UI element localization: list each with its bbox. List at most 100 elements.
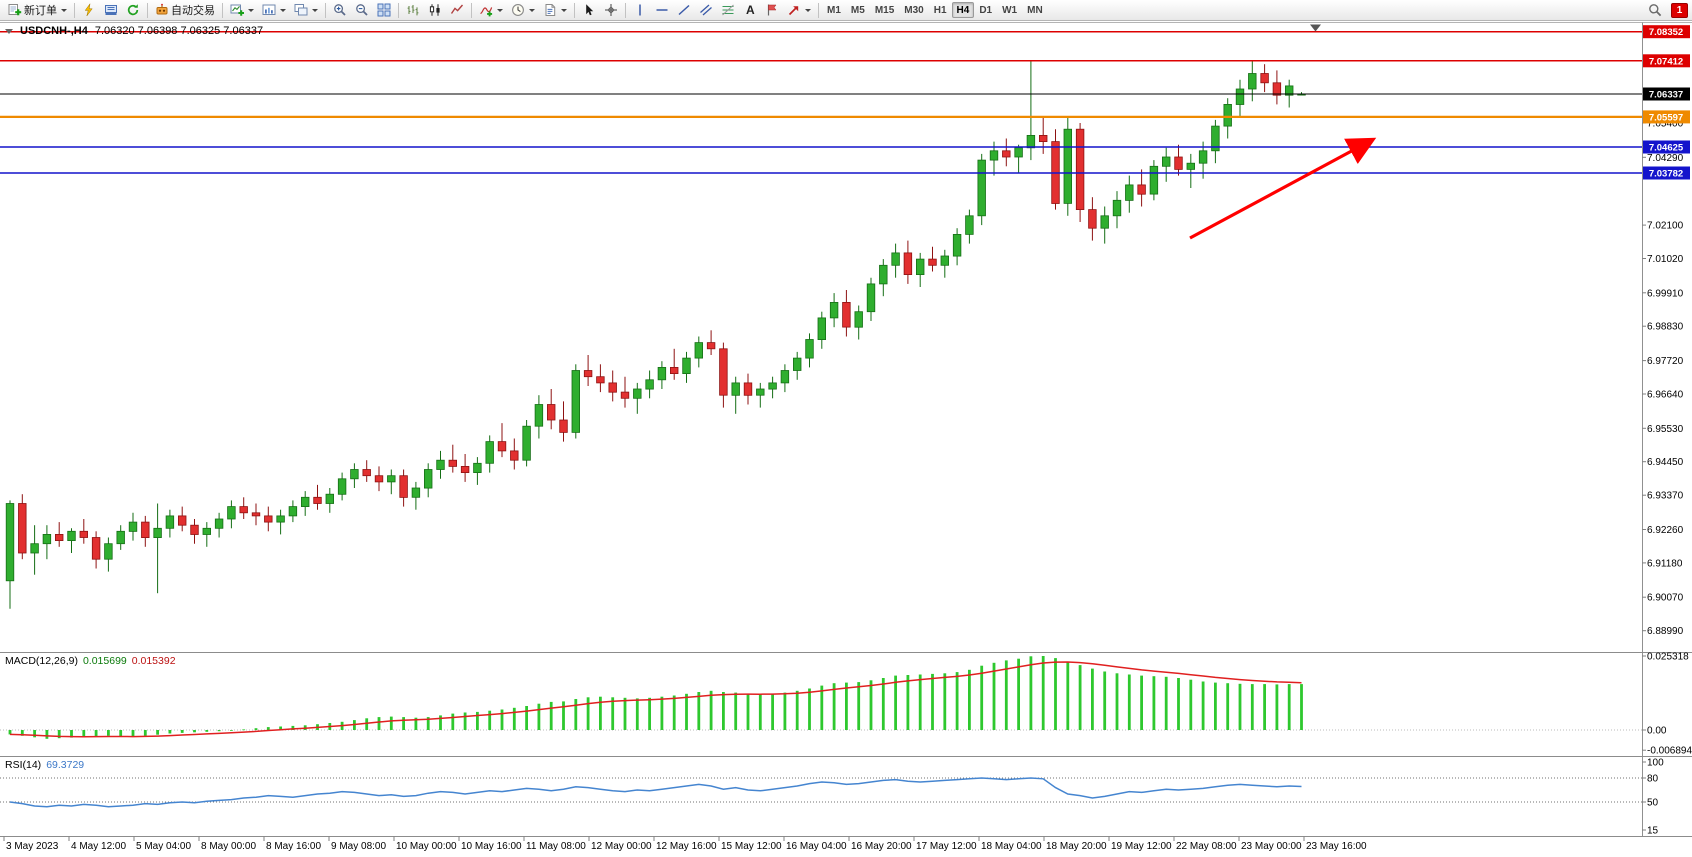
timeframe-mn-button[interactable]: MN xyxy=(1027,4,1043,16)
price-level-label-7.07412: 7.07412 xyxy=(1643,54,1690,68)
new-chart-icon xyxy=(230,3,244,17)
tile-windows-button[interactable] xyxy=(373,1,395,19)
timeframe-h4-button[interactable]: H4 xyxy=(951,2,975,18)
zoom-out-button[interactable] xyxy=(351,1,373,19)
horizontal-line-button[interactable] xyxy=(651,1,673,19)
new-order-button-label: 新订单 xyxy=(24,5,57,17)
svg-text:16 May 04:00: 16 May 04:00 xyxy=(786,841,847,852)
candles-icon xyxy=(428,3,442,17)
timeframe-m1-button[interactable]: M1 xyxy=(827,4,841,16)
time-axis[interactable] xyxy=(0,837,1692,853)
rsi-line xyxy=(9,777,1302,808)
text-button[interactable]: A xyxy=(739,1,761,19)
toolbar-separator xyxy=(222,2,223,18)
equidistant-channel-button[interactable] xyxy=(695,1,717,19)
chart-windows-button[interactable] xyxy=(290,1,322,19)
macd-name: MACD(12,26,9) xyxy=(5,655,78,667)
line-chart-button[interactable] xyxy=(446,1,468,19)
refresh-button[interactable] xyxy=(122,1,144,19)
auto-trading-button[interactable]: 自动交易 xyxy=(151,1,219,19)
svg-text:5 May 04:00: 5 May 04:00 xyxy=(136,841,191,852)
text-label-button[interactable] xyxy=(761,1,783,19)
profiles-button[interactable] xyxy=(258,1,290,19)
svg-text:18 May 04:00: 18 May 04:00 xyxy=(981,841,1042,852)
trendline-button[interactable] xyxy=(673,1,695,19)
svg-text:23 May 16:00: 23 May 16:00 xyxy=(1306,841,1367,852)
svg-text:-0.006894: -0.006894 xyxy=(1647,746,1692,757)
crosshair-button[interactable] xyxy=(600,1,622,19)
quick-trading-button[interactable] xyxy=(78,1,100,19)
price-level-label-7.08352: 7.08352 xyxy=(1643,25,1690,39)
zoom-out-icon xyxy=(355,3,369,17)
price-level-label-7.03782: 7.03782 xyxy=(1643,166,1690,180)
one-click-trading-toggle[interactable] xyxy=(5,28,13,34)
svg-text:0.00: 0.00 xyxy=(1647,726,1667,737)
caret-down-icon xyxy=(61,8,67,12)
macd-axis-ticks: 0.025318 0.00 -0.006894 xyxy=(1642,652,1692,757)
vline-icon xyxy=(633,3,647,17)
notification-badge[interactable]: 1 xyxy=(1671,2,1688,18)
search-button[interactable] xyxy=(1644,1,1666,19)
new-order-button[interactable]: 新订单 xyxy=(4,1,71,19)
line-icon xyxy=(450,3,464,17)
svg-text:7.02100: 7.02100 xyxy=(1647,221,1684,232)
vertical-line-button[interactable] xyxy=(629,1,651,19)
svg-text:6.93370: 6.93370 xyxy=(1647,491,1684,502)
svg-text:6.98830: 6.98830 xyxy=(1647,322,1684,333)
rsi-name: RSI(14) xyxy=(5,759,42,771)
price-axis-ticks: 7.05400 7.04290 7.02100 7.01020 6.99910 6.988… xyxy=(1642,119,1684,637)
svg-text:0.025318: 0.025318 xyxy=(1647,652,1689,663)
svg-text:80: 80 xyxy=(1647,774,1659,785)
arrows-button[interactable] xyxy=(783,1,815,19)
chart-title-bar: USDCNH-,H4 7.06320 7.06398 7.06325 7.063… xyxy=(5,25,263,37)
tile-windows-icon xyxy=(377,3,391,17)
candlestick-chart-button[interactable] xyxy=(424,1,446,19)
new-chart-button[interactable] xyxy=(226,1,258,19)
lightning-icon xyxy=(82,3,96,17)
svg-text:6.91180: 6.91180 xyxy=(1647,558,1683,569)
trendline-icon xyxy=(677,3,691,17)
svg-text:A: A xyxy=(746,3,755,17)
timeframe-m5-button[interactable]: M5 xyxy=(850,4,865,16)
caret-down-icon xyxy=(561,8,567,12)
bars-icon xyxy=(406,3,420,17)
macd-signal-line xyxy=(9,661,1302,738)
profile-chart-icon xyxy=(262,3,276,17)
indicators-button[interactable] xyxy=(475,1,507,19)
svg-text:7.01020: 7.01020 xyxy=(1647,254,1684,265)
refresh-icon xyxy=(126,3,140,17)
svg-text:17 May 12:00: 17 May 12:00 xyxy=(916,841,977,852)
trend-arrow[interactable] xyxy=(1189,137,1377,240)
timeframe-d1-button[interactable]: D1 xyxy=(979,4,993,16)
svg-text:50: 50 xyxy=(1647,798,1659,809)
fibonacci-button[interactable] xyxy=(717,1,739,19)
fibonacci-icon xyxy=(721,3,735,17)
timeframe-m30-button[interactable]: M30 xyxy=(904,4,924,16)
timeframe-m15-button[interactable]: M15 xyxy=(874,4,895,16)
toolbar-separator xyxy=(147,2,148,18)
cursor-button[interactable] xyxy=(578,1,600,19)
zoom-in-icon xyxy=(333,3,347,17)
templates-button[interactable] xyxy=(539,1,571,19)
svg-text:6.97720: 6.97720 xyxy=(1647,356,1684,367)
timeframe-w1-button[interactable]: W1 xyxy=(1002,4,1018,16)
svg-text:7.05597: 7.05597 xyxy=(1649,112,1683,123)
bar-chart-button[interactable] xyxy=(402,1,424,19)
zoom-in-button[interactable] xyxy=(329,1,351,19)
toolbar-separator xyxy=(471,2,472,18)
svg-text:12 May 00:00: 12 May 00:00 xyxy=(591,841,652,852)
periods-button[interactable] xyxy=(507,1,539,19)
template-icon xyxy=(543,3,557,17)
svg-text:6.99910: 6.99910 xyxy=(1647,288,1684,299)
timeframe-h1-button[interactable]: H1 xyxy=(933,4,947,16)
svg-text:8 May 16:00: 8 May 16:00 xyxy=(266,841,321,852)
time-axis-labels: 3 May 2023 4 May 12:00 5 May 04:00 8 May 00… xyxy=(3,836,1367,852)
svg-text:100: 100 xyxy=(1647,758,1664,769)
chart-shift-marker[interactable] xyxy=(1310,24,1321,32)
svg-text:6.88990: 6.88990 xyxy=(1647,626,1684,637)
trade-history-button[interactable] xyxy=(100,1,122,19)
svg-text:23 May 00:00: 23 May 00:00 xyxy=(1241,841,1302,852)
price-axis[interactable] xyxy=(1643,23,1692,836)
history-icon xyxy=(104,3,118,17)
